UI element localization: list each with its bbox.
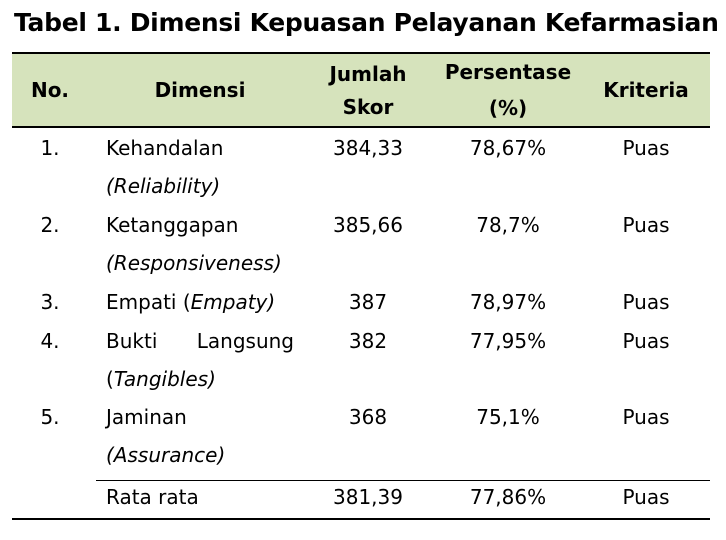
header-jumlah: Jumlah: [329, 62, 407, 86]
row-persentase: 75,1%: [476, 405, 540, 429]
dimensi-name: Jaminan: [106, 405, 187, 429]
row-no: 1.: [40, 136, 60, 160]
header-persentase-label: Persentase: [444, 60, 572, 84]
row-kriteria: Puas: [622, 136, 670, 160]
summary-top-rule: [96, 480, 710, 481]
row-dimensi: Empati (Empaty): [106, 283, 294, 321]
dimensi-name-en: (Responsiveness): [106, 251, 282, 275]
summary-label: Rata rata: [106, 485, 199, 509]
dimensi-name: Empati (: [106, 290, 191, 314]
header-dimensi: Dimensi: [154, 78, 246, 102]
row-skor: 387: [348, 290, 388, 314]
dimensi-name-part: Langsung: [196, 329, 294, 353]
row-no: 2.: [40, 213, 60, 237]
summary-kriteria: Puas: [622, 485, 670, 509]
row-persentase: 78,67%: [469, 136, 547, 160]
row-persentase: 78,7%: [476, 213, 540, 237]
header-skor: Skor: [342, 95, 394, 119]
header-persentase-unit: (%): [488, 96, 528, 120]
row-skor: 382: [348, 329, 388, 353]
row-kriteria: Puas: [622, 329, 670, 353]
row-persentase: 78,97%: [469, 290, 547, 314]
row-skor: 384,33: [333, 136, 403, 160]
row-no: 5.: [40, 405, 60, 429]
row-kriteria: Puas: [622, 213, 670, 237]
row-skor: 368: [348, 405, 388, 429]
row-dimensi: Kehandalan (Reliability): [106, 129, 294, 205]
row-persentase: 77,95%: [469, 329, 547, 353]
row-skor: 385,66: [333, 213, 403, 237]
dimensi-name-part: Bukti: [106, 329, 158, 353]
dimensi-name: Ketanggapan: [106, 213, 239, 237]
dimensi-name-en: Tangibles): [113, 367, 216, 391]
dimensi-paren: (: [106, 367, 114, 391]
summary-skor: 381,39: [333, 485, 403, 509]
row-kriteria: Puas: [622, 290, 670, 314]
row-dimensi: Jaminan (Assurance): [106, 398, 294, 474]
row-dimensi: Bukti Langsung (Tangibles): [106, 322, 294, 398]
table-title: Tabel 1. Dimensi Kepuasan Pelayanan Kefa…: [14, 8, 719, 37]
table-bottom-rule: [12, 518, 710, 520]
row-kriteria: Puas: [622, 405, 670, 429]
summary-persentase: 77,86%: [469, 485, 547, 509]
row-no: 3.: [40, 290, 60, 314]
dimensi-name-en: Empaty): [190, 290, 276, 314]
header-no: No.: [30, 78, 70, 102]
dimensi-name-en: (Reliability): [106, 174, 221, 198]
dimensi-name-en: (Assurance): [106, 443, 226, 467]
row-no: 4.: [40, 329, 60, 353]
header-kriteria: Kriteria: [603, 78, 689, 102]
dimensi-name: Kehandalan: [106, 136, 224, 160]
row-dimensi: Ketanggapan (Responsiveness): [106, 206, 294, 282]
table-header: No. Dimensi Jumlah Skor Persentase (%) K…: [12, 52, 710, 128]
header-jumlah-skor: Jumlah Skor: [318, 58, 418, 124]
header-persentase: Persentase (%): [444, 54, 572, 126]
